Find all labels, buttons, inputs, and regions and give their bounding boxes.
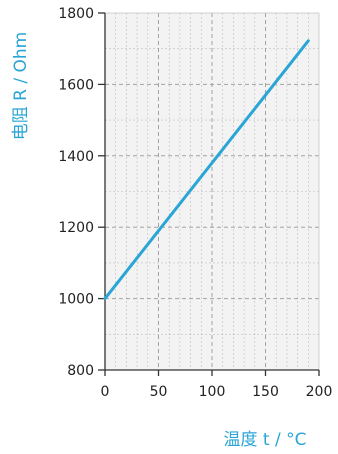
y-tick-label: 1600 [58, 77, 94, 93]
y-tick-label: 800 [67, 363, 94, 379]
x-tick-label: 200 [306, 384, 333, 400]
x-axis-label: 温度 t / °C [224, 430, 307, 450]
series-line [103, 39, 310, 301]
y-tick-label: 1000 [58, 292, 94, 308]
y-tick-label: 1400 [58, 149, 94, 165]
y-axis-label: 电阻 R / Ohm [11, 32, 31, 140]
y-tick-label: 1200 [58, 220, 94, 236]
x-tick-label: 50 [150, 384, 168, 400]
y-tick-label: 1800 [58, 6, 94, 22]
x-tick-label: 100 [199, 384, 226, 400]
x-tick-label: 0 [101, 384, 110, 400]
x-tick-label: 150 [252, 384, 279, 400]
